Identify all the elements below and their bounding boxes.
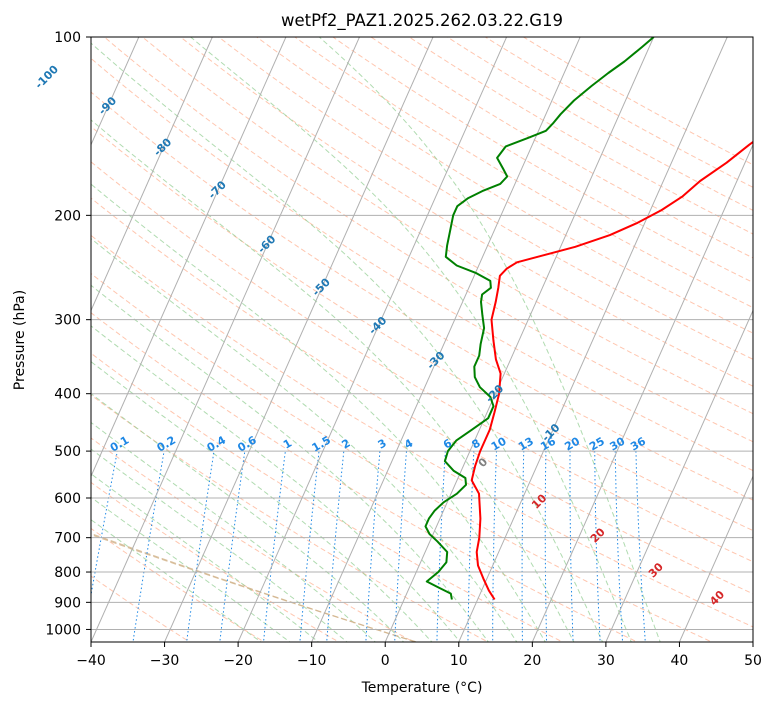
- y-tick-label: 500: [54, 444, 81, 460]
- x-tick-label: 20: [523, 653, 541, 669]
- mixing-ratio-line: [569, 451, 574, 642]
- x-tick-label: 0: [381, 653, 390, 669]
- x-tick-label: 40: [671, 653, 689, 669]
- mixing-ratio-line: [594, 451, 601, 642]
- dry-adiabat-line: [91, 91, 753, 501]
- y-axis-label: Pressure (hPa): [12, 290, 28, 390]
- isotherm-line: [605, 309, 753, 642]
- isotherm-line: [91, 37, 360, 642]
- y-tick-label: 600: [54, 491, 81, 507]
- x-tick-label: −30: [150, 653, 180, 669]
- y-tick-label: 100: [54, 30, 81, 46]
- isotherm-line: [91, 37, 287, 478]
- x-axis-label: Temperature (°C): [361, 680, 483, 696]
- isotherm-line: [91, 37, 213, 312]
- x-tick-label: 10: [450, 653, 468, 669]
- isotherm-line: [384, 37, 655, 642]
- y-tick-label: 400: [54, 387, 81, 403]
- isotherm-line: [164, 37, 434, 642]
- dry-adiabat-line: [91, 312, 639, 642]
- mixing-ratio-line: [521, 451, 525, 642]
- y-tick-label: 700: [54, 531, 81, 547]
- mixing-ratio-line: [91, 451, 118, 598]
- moist-adiabat-line: [190, 37, 632, 642]
- y-tick-label: 200: [54, 208, 81, 224]
- dewpoint-profile-line: [424, 37, 655, 600]
- y-tick-label: 300: [54, 313, 81, 329]
- mixing-ratio-line: [614, 451, 624, 642]
- mixing-ratio-line: [492, 451, 497, 642]
- isotherm-line: [531, 143, 753, 642]
- mixing-ratio-line: [467, 451, 475, 642]
- x-tick-label: −40: [76, 653, 106, 669]
- y-tick-label: 1000: [45, 622, 81, 638]
- moist-adiabat-line: [91, 119, 575, 642]
- y-tick-label: 800: [54, 565, 81, 581]
- mixing-ratio-line: [544, 451, 548, 642]
- chart-title: wetPf2_PAZ1.2025.262.03.22.G19: [281, 11, 563, 31]
- temperature-profile-line: [470, 140, 753, 601]
- dry-adiabat-line: [91, 197, 753, 595]
- x-tick-label: 50: [744, 653, 762, 669]
- dry-adiabat-line: [103, 37, 753, 443]
- dry-adiabat-line: [141, 37, 753, 415]
- dry-adiabat-line: [91, 437, 415, 642]
- moist-adiabat-line: [91, 284, 490, 642]
- moist-adiabat-line: [91, 392, 405, 642]
- moist-adiabat-line: [91, 421, 377, 642]
- x-tick-label: −10: [297, 653, 327, 669]
- isotherm-line: [237, 37, 508, 642]
- dry-adiabat-line: [91, 161, 753, 563]
- isotherm-line: [678, 475, 753, 642]
- plot-frame: [90, 36, 754, 643]
- y-tick-label: 900: [54, 595, 81, 611]
- isotherm-line: [458, 37, 728, 642]
- isotherm-line: [91, 37, 140, 146]
- x-tick-label: −20: [223, 653, 253, 669]
- mixing-ratio-line: [436, 451, 446, 642]
- dry-adiabat-line: [91, 125, 753, 532]
- isotherm-line: [311, 37, 581, 642]
- x-tick-label: 30: [597, 653, 615, 669]
